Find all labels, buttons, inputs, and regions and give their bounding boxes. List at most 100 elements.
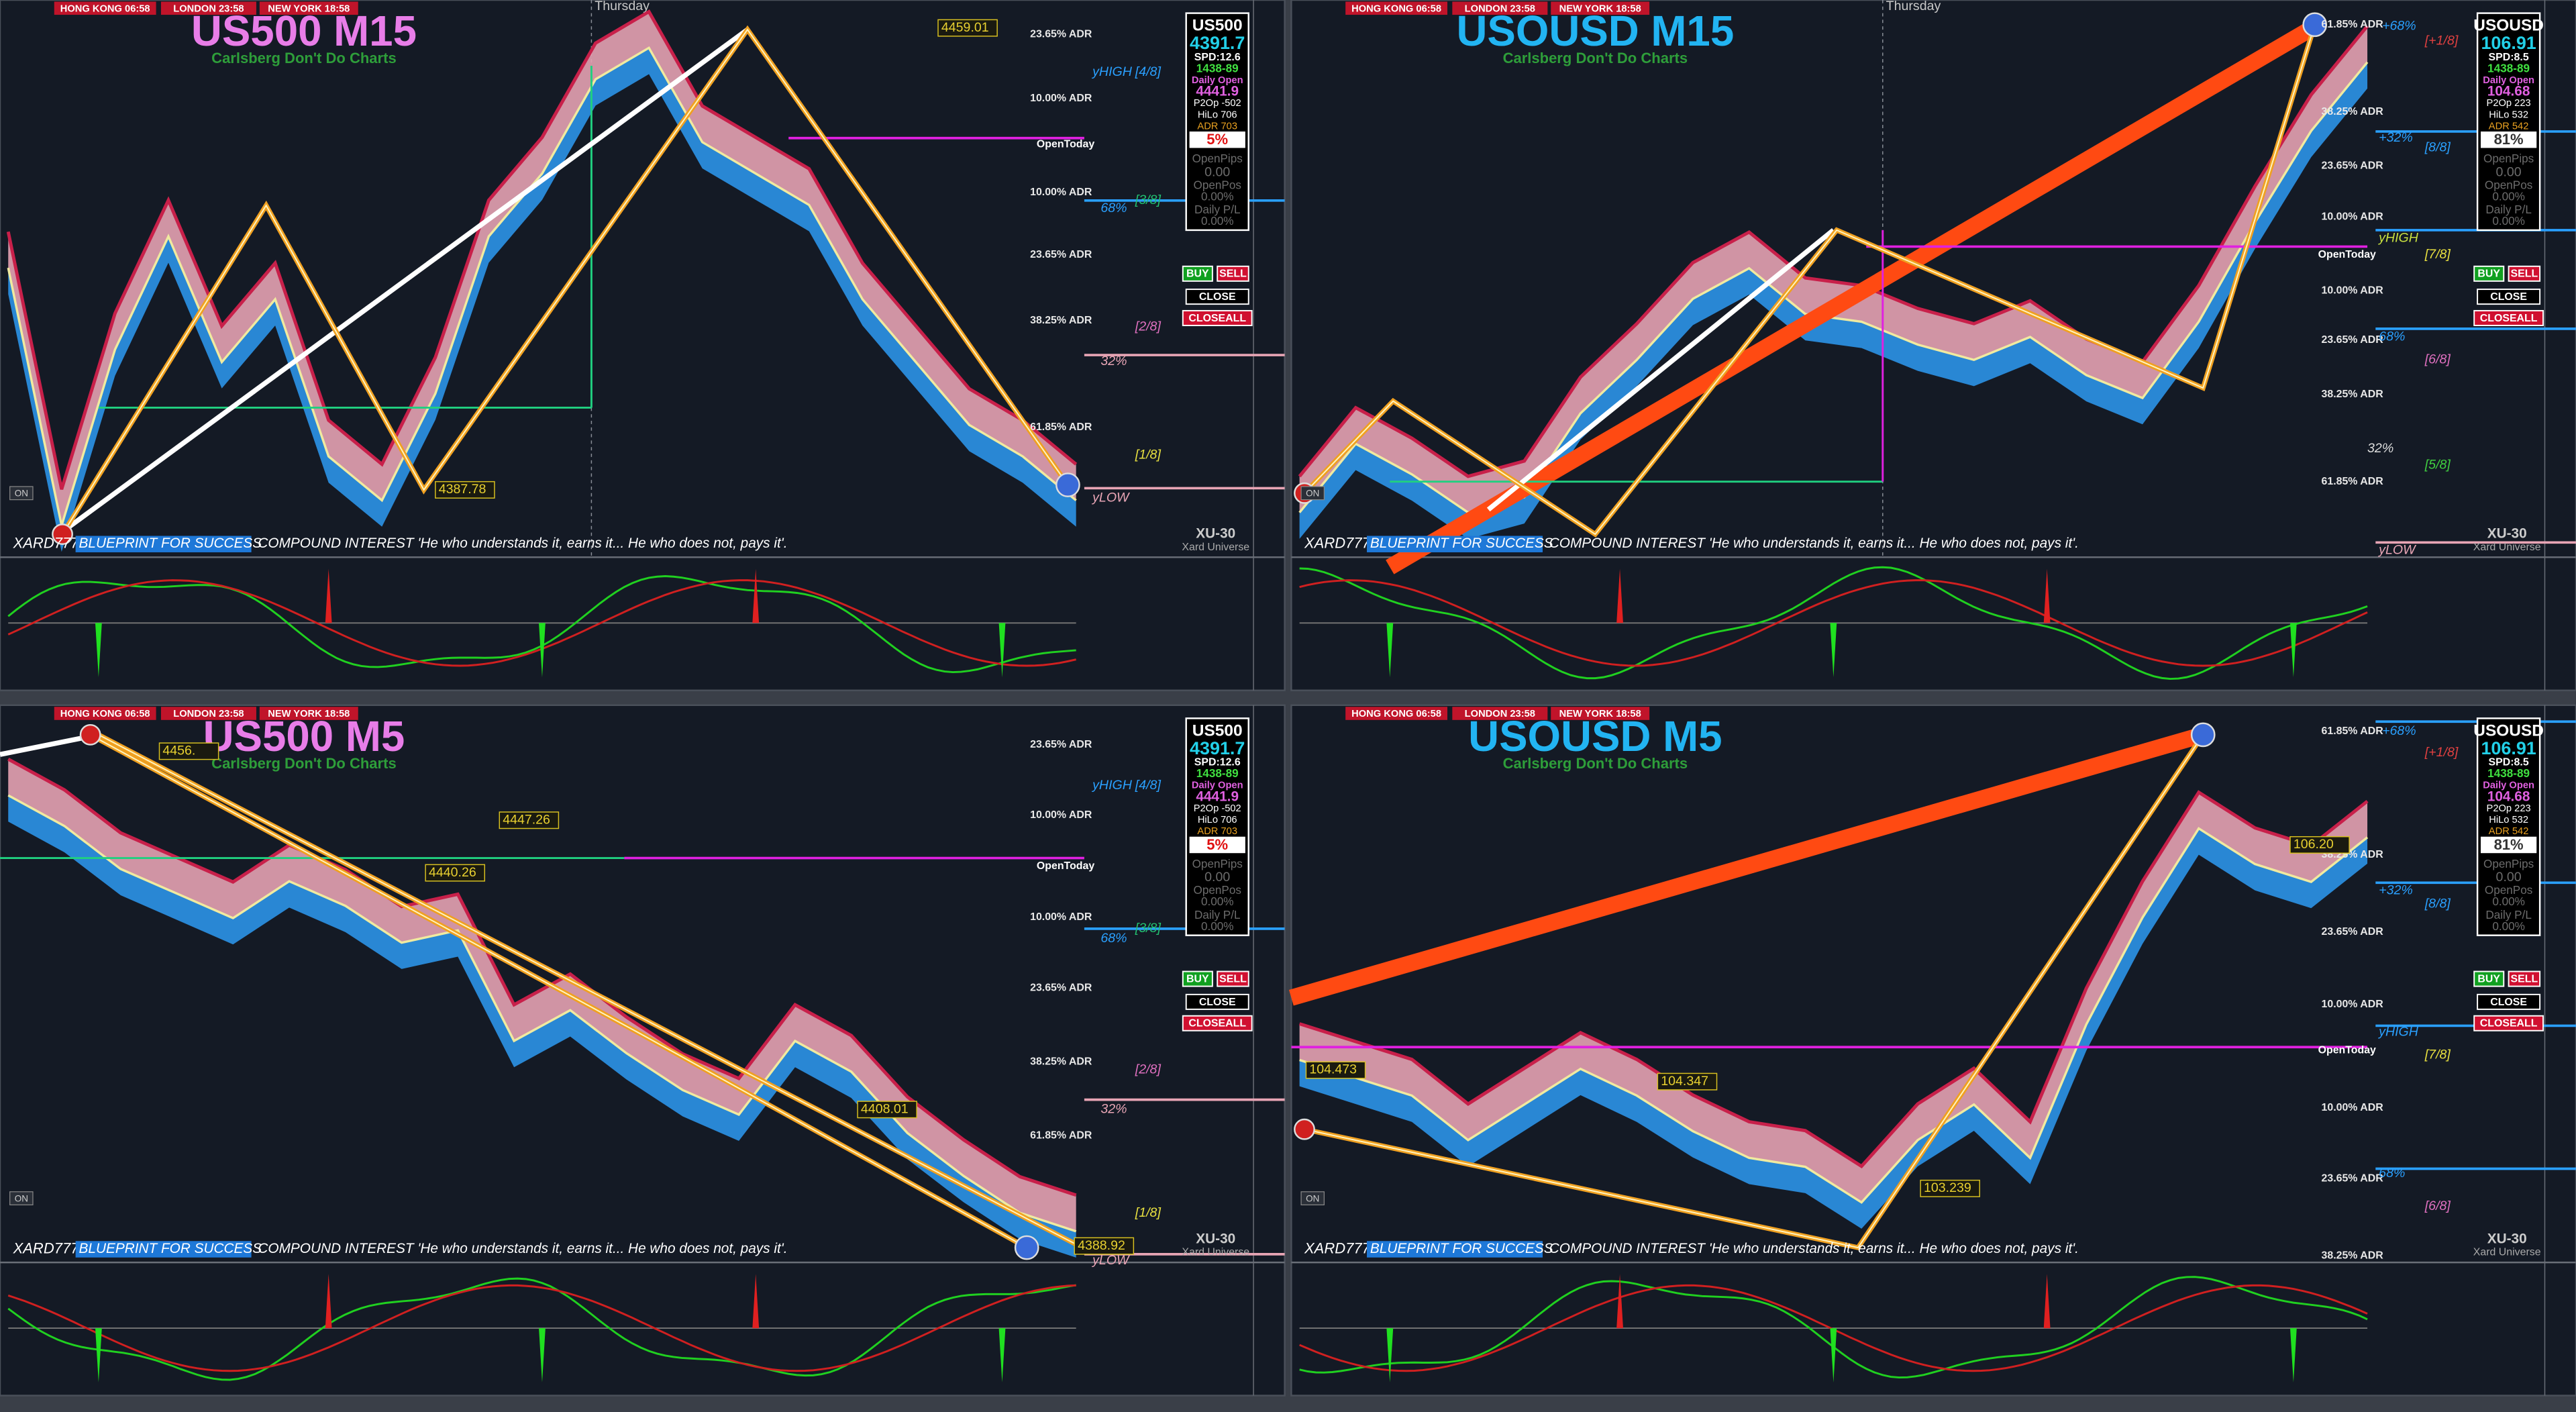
close-button[interactable]: CLOSE: [2477, 993, 2541, 1010]
account-text: 0.00%: [1201, 895, 1234, 908]
price-tag-box: [499, 811, 560, 829]
buy-button[interactable]: BUY: [1182, 265, 1213, 282]
adr-label: 23.65% ADR: [1030, 29, 1092, 40]
adr-label: 10.00% ADR: [2322, 285, 2384, 297]
swing-marker: [2190, 722, 2216, 748]
session-box: [259, 1, 358, 15]
indicator-spike: [752, 1274, 760, 1329]
close-button-bg[interactable]: [1185, 289, 1249, 305]
closeall-button[interactable]: CLOSEALL: [2473, 309, 2544, 326]
info-text: HiLo 706: [1198, 815, 1237, 825]
closeall-button[interactable]: CLOSEALL: [1182, 309, 1253, 326]
sell-button[interactable]: SELL: [2508, 265, 2541, 282]
on-button[interactable]: ON: [9, 1191, 34, 1205]
session-label: NEW YORK 18:58: [1559, 3, 1641, 14]
indicator-spike: [325, 1274, 332, 1329]
closeall-button-bg[interactable]: [2473, 1015, 2544, 1031]
closeall-button-bg[interactable]: [1182, 1015, 1253, 1031]
buy-button-bg[interactable]: [2473, 265, 2505, 282]
info-text: HiLo 532: [2489, 109, 2528, 120]
info-text: USOUSD: [2473, 17, 2544, 35]
close-button-bg[interactable]: [2477, 993, 2541, 1010]
info-text: 1438-89: [2487, 61, 2530, 74]
footer-brand: XARD777: [1304, 1240, 1371, 1256]
account-text: OpenPos: [1194, 883, 1241, 897]
info-text: Daily Open: [2483, 75, 2534, 86]
footer-universe: Xard Universe: [1182, 542, 1249, 553]
level-label: [6/8]: [2424, 1199, 2451, 1213]
price-tag: 4459.01: [941, 20, 989, 35]
buy-button-bg[interactable]: [2473, 970, 2505, 987]
footer-tag-bg: [75, 536, 252, 552]
on-button[interactable]: ON: [1300, 1191, 1325, 1205]
closeall-button-bg[interactable]: [1182, 309, 1253, 326]
buy-button[interactable]: BUY: [2473, 970, 2505, 987]
info-text: SPD:12.6: [1194, 757, 1241, 768]
close-button[interactable]: CLOSE: [1185, 993, 1249, 1010]
session-label: LONDON 23:58: [1465, 3, 1535, 14]
close-button[interactable]: CLOSE: [2477, 289, 2541, 305]
on-button[interactable]: ON: [9, 486, 34, 501]
level-label: 32%: [2367, 441, 2393, 456]
buy-button[interactable]: BUY: [2473, 265, 2505, 282]
adr-label: 10.00% ADR: [1030, 911, 1092, 923]
sell-button-bg[interactable]: [2508, 265, 2541, 282]
session-box: [160, 1, 256, 15]
on-button-bg[interactable]: [1300, 486, 1325, 501]
info-text: SPD:8.5: [2489, 757, 2529, 768]
sell-button[interactable]: SELL: [2508, 970, 2541, 987]
close-button-label: CLOSE: [2490, 997, 2527, 1008]
level-label: yLOW: [1091, 1253, 1131, 1268]
level-label: 32%: [1100, 1101, 1127, 1116]
info-box: [1185, 12, 1249, 232]
close-button[interactable]: CLOSE: [1185, 289, 1249, 305]
sell-button[interactable]: SELL: [1217, 970, 1249, 987]
swing-marker: [1055, 472, 1080, 497]
on-button-bg[interactable]: [1300, 1191, 1325, 1205]
level-label: [8/8]: [2424, 896, 2451, 911]
level-label: yHIGH: [2377, 230, 2419, 245]
indicator-spike: [1830, 623, 1837, 678]
close-button-bg[interactable]: [1185, 993, 1249, 1010]
level-label: +32%: [2379, 883, 2413, 898]
trend-line-thick: [1386, 17, 2322, 574]
indicator-spike: [2043, 568, 2051, 623]
session-label: NEW YORK 18:58: [1559, 709, 1641, 719]
info-text: 4441.9: [1196, 789, 1239, 804]
level-label: +68%: [2382, 18, 2416, 33]
close-button-bg[interactable]: [2477, 289, 2541, 305]
closeall-button-label: CLOSEALL: [1188, 1018, 1246, 1029]
price-tag-box: [1305, 1061, 1366, 1079]
account-text: 0.00%: [1201, 919, 1234, 933]
closeall-button[interactable]: CLOSEALL: [2473, 1015, 2544, 1031]
level-label: [+1/8]: [2424, 33, 2459, 48]
price-line: [7, 794, 1077, 1233]
indicator-spike: [325, 568, 332, 623]
closeall-button-label: CLOSEALL: [1188, 313, 1246, 324]
adr-label: 10.00% ADR: [2322, 999, 2384, 1010]
on-button-label: ON: [1306, 1193, 1319, 1203]
buy-button[interactable]: BUY: [1182, 970, 1213, 987]
sell-button-bg[interactable]: [2508, 970, 2541, 987]
closeall-button-bg[interactable]: [2473, 309, 2544, 326]
price-tag-box: [857, 1101, 917, 1119]
sell-button-bg[interactable]: [1217, 970, 1249, 987]
price-tag: 4456.: [162, 744, 195, 758]
chart-panel: HONG KONG 06:58 LONDON 23:58 NEW YORK 18:5…: [0, 704, 1286, 1397]
account-text: 0.00%: [2492, 214, 2525, 228]
price-tag-box: [1074, 1237, 1135, 1255]
account-text: 0.00%: [1201, 214, 1234, 228]
closeall-button[interactable]: CLOSEALL: [1182, 1015, 1253, 1031]
cloud-upper: [1299, 26, 2368, 513]
footer-badge: XU-30: [1196, 526, 1235, 542]
on-button-bg[interactable]: [9, 486, 34, 501]
sell-button[interactable]: SELL: [1217, 265, 1249, 282]
price-line: [7, 46, 1077, 526]
sell-button-bg[interactable]: [1217, 265, 1249, 282]
on-button-bg[interactable]: [9, 1191, 34, 1205]
adr-label: 23.65% ADR: [1030, 982, 1092, 993]
buy-button-bg[interactable]: [1182, 265, 1213, 282]
sell-button-label: SELL: [2511, 974, 2538, 985]
on-button[interactable]: ON: [1300, 486, 1325, 501]
buy-button-bg[interactable]: [1182, 970, 1213, 987]
